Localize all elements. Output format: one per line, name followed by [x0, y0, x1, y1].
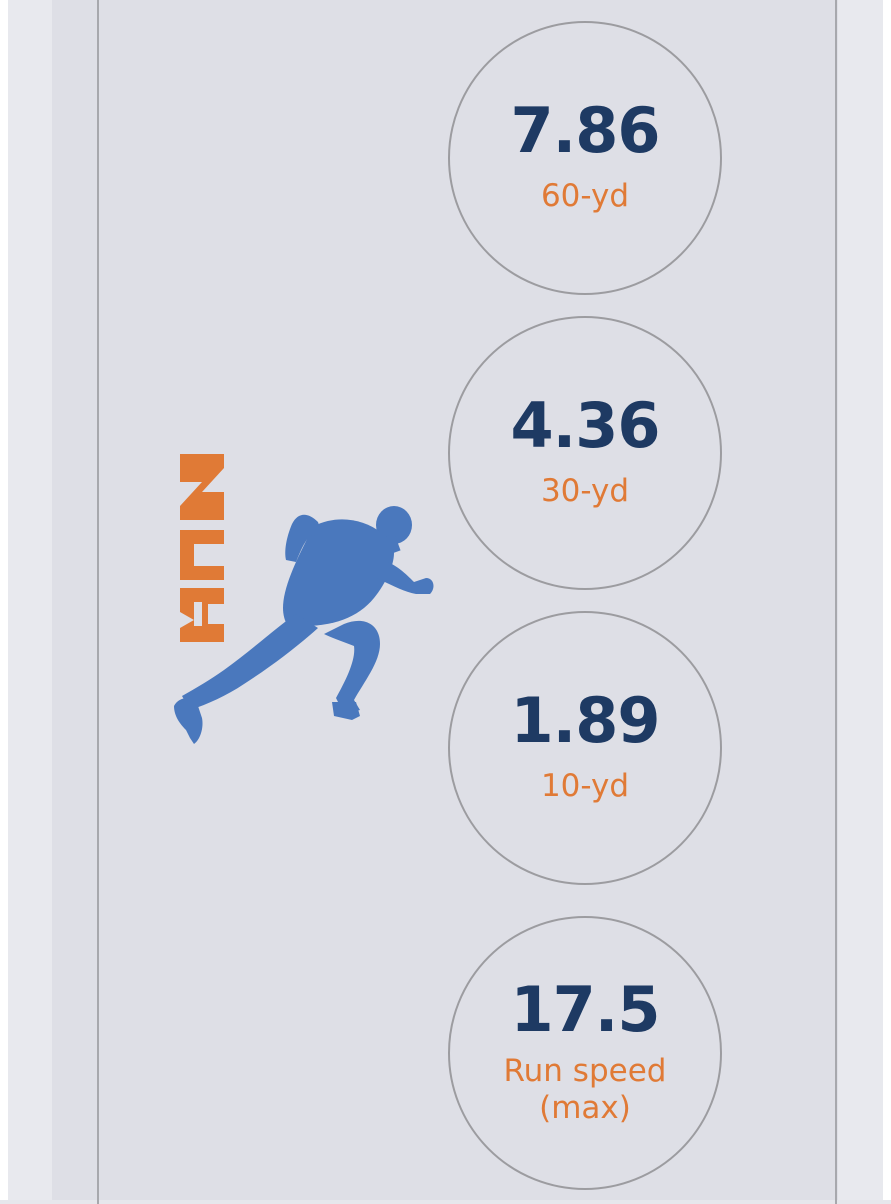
runner-icon: [174, 506, 434, 744]
stat-run-speed-max: 17.5 Run speed (max): [448, 916, 722, 1190]
page-edge-right: [883, 0, 891, 1200]
stat-label: 60-yd: [540, 178, 630, 215]
page-margin-right: [838, 0, 883, 1200]
page-margin-left: [8, 0, 52, 1200]
stat-30yd: 4.36 30-yd: [448, 316, 722, 590]
page-edge-left: [0, 0, 8, 1200]
stat-value: 1.89: [510, 684, 661, 758]
stat-value: 4.36: [510, 389, 661, 463]
stat-label: 10-yd: [540, 768, 630, 805]
stat-10yd: 1.89 10-yd: [448, 611, 722, 885]
stat-60yd: 7.86 60-yd: [448, 21, 722, 295]
run-wordmark: [180, 454, 224, 642]
stat-value: 17.5: [510, 972, 661, 1046]
stat-label: Run speed (max): [503, 1052, 667, 1126]
run-logo: [174, 454, 434, 744]
stats-panel-frame: [97, 0, 837, 1204]
stat-value: 7.86: [510, 94, 661, 168]
stat-label: 30-yd: [540, 473, 630, 510]
